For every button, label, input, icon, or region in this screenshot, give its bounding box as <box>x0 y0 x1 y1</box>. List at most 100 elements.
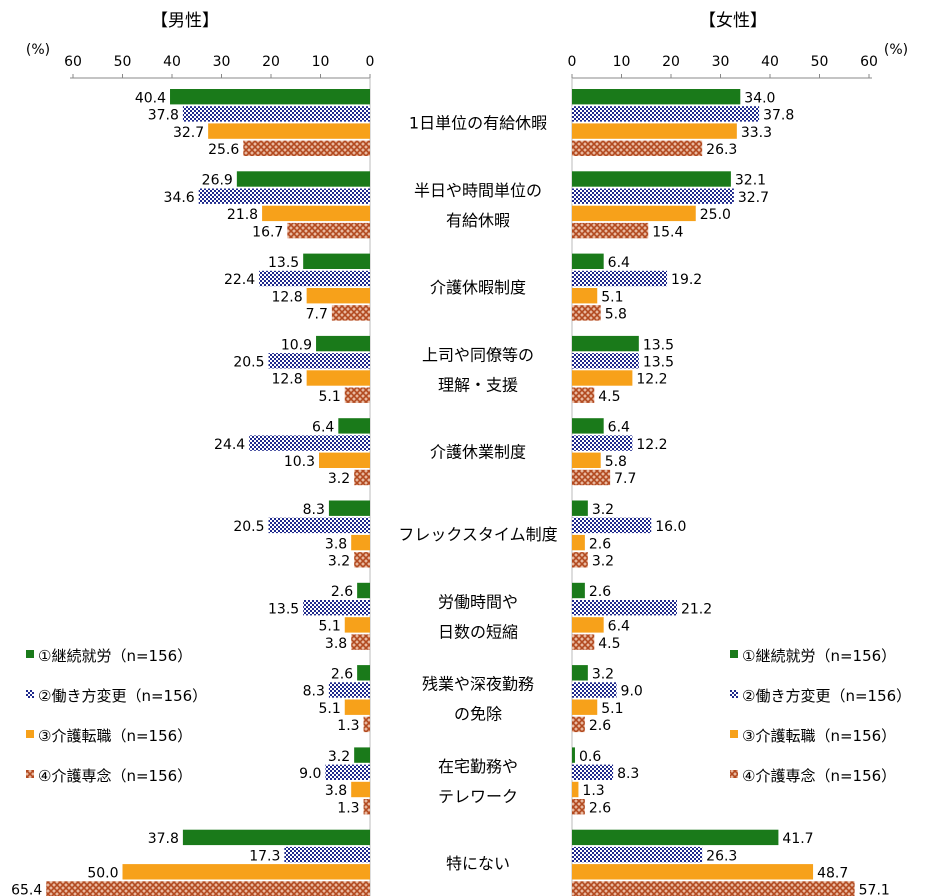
male-data-label: 13.5 <box>268 601 299 617</box>
male-bar-s1-c8 <box>357 665 370 681</box>
female-data-label: 2.6 <box>589 800 611 816</box>
female-data-label: 1.3 <box>582 783 604 799</box>
category-label: 上司や同僚等の <box>422 345 534 364</box>
female-bar-s3-c1 <box>572 123 737 139</box>
male-data-label: 2.6 <box>331 667 353 683</box>
female-bar-s4-c5 <box>572 469 611 486</box>
female-panel-title: 【女性】 <box>699 11 767 31</box>
female-tick-label: 60 <box>860 54 878 70</box>
male-bar-s1-c10 <box>182 829 370 846</box>
male-bar-s4-c8 <box>363 716 370 733</box>
female-data-label: 5.8 <box>605 307 627 323</box>
female-bar-s3-c6 <box>572 534 585 551</box>
female-bar-s3-c2 <box>572 205 696 222</box>
legend-swatch-2 <box>26 690 34 698</box>
male-bar-s4-c9 <box>363 799 370 815</box>
female-data-label: 5.1 <box>601 289 623 305</box>
male-bar-s1-c6 <box>328 500 370 516</box>
male-bar-s1-c4 <box>316 335 370 352</box>
category-label: 半日や時間単位の <box>414 181 542 200</box>
female-data-label: 16.0 <box>655 519 686 535</box>
male-data-label: 65.4 <box>11 883 42 896</box>
female-data-label: 15.4 <box>652 224 683 240</box>
female-bar-s2-c3 <box>572 270 668 287</box>
female-bar-s4-c9 <box>572 799 585 815</box>
legend-swatch-3 <box>730 730 738 738</box>
male-data-label: 5.1 <box>318 701 340 717</box>
male-bar-s3-c6 <box>351 534 370 551</box>
male-bar-s1-c2 <box>236 171 370 187</box>
legend-swatch-1 <box>730 650 738 658</box>
category-label: 労働時間や <box>438 592 518 611</box>
female-data-label: 8.3 <box>617 766 639 782</box>
male-data-label: 20.5 <box>233 355 264 371</box>
legend-entry-1: ①継続就労（n=156） <box>38 647 192 665</box>
male-bar-s4-c1 <box>243 140 370 156</box>
female-bar-s2-c2 <box>572 188 734 204</box>
legend-entry-4: ④介護専念（n=156） <box>38 767 192 785</box>
male-data-label: 50.0 <box>87 866 118 882</box>
male-data-label: 5.1 <box>318 619 340 635</box>
male-bar-s4-c5 <box>354 469 370 486</box>
female-data-label: 12.2 <box>636 437 667 453</box>
female-bar-s3-c9 <box>572 781 579 798</box>
male-data-label: 5.1 <box>318 389 340 405</box>
male-data-label: 40.4 <box>135 90 166 106</box>
female-data-label: 2.6 <box>589 584 611 600</box>
category-label: 在宅勤務や <box>438 757 518 776</box>
male-data-label: 9.0 <box>299 766 321 782</box>
female-bar-s4-c2 <box>572 222 649 239</box>
female-bar-s4-c3 <box>572 305 601 321</box>
female-bar-s4-c8 <box>572 716 585 733</box>
male-data-label: 37.8 <box>148 108 179 124</box>
female-unit-label: (%) <box>884 42 908 58</box>
category-label: テレワーク <box>438 787 518 806</box>
female-bar-s1-c2 <box>572 171 731 187</box>
female-data-label: 32.1 <box>735 173 766 189</box>
male-tick-label: 0 <box>366 54 375 70</box>
female-bar-s4-c7 <box>572 634 595 650</box>
male-bar-s3-c4 <box>306 370 370 386</box>
male-tick-label: 40 <box>163 54 181 70</box>
female-data-label: 0.6 <box>579 749 601 765</box>
female-data-label: 32.7 <box>738 190 769 206</box>
female-bar-s1-c1 <box>572 89 741 105</box>
female-bar-s4-c1 <box>572 140 703 156</box>
female-data-label: 57.1 <box>859 883 890 896</box>
female-bar-s2-c8 <box>572 682 617 698</box>
female-bar-s2-c1 <box>572 106 760 122</box>
male-data-label: 3.2 <box>328 749 350 765</box>
female-data-label: 13.5 <box>643 355 674 371</box>
male-data-label: 3.2 <box>328 471 350 487</box>
male-bar-s1-c9 <box>354 747 370 763</box>
female-data-label: 4.5 <box>598 389 620 405</box>
male-bar-s2-c8 <box>328 682 370 698</box>
category-label: 日数の短縮 <box>438 622 518 641</box>
male-bar-s4-c3 <box>331 305 370 321</box>
male-data-label: 16.7 <box>252 224 283 240</box>
male-data-label: 3.8 <box>325 783 347 799</box>
male-bar-s2-c1 <box>182 106 370 122</box>
female-data-label: 6.4 <box>608 420 630 436</box>
category-label: 介護休業制度 <box>430 443 526 462</box>
male-bar-s4-c7 <box>351 634 370 650</box>
category-label: の免除 <box>454 705 502 724</box>
male-bar-s4-c2 <box>287 222 370 239</box>
legend-entry-2: ②働き方変更（n=156） <box>38 687 207 705</box>
female-bar-s4-c6 <box>572 552 588 568</box>
legend-entry-4: ④介護専念（n=156） <box>742 767 896 785</box>
male-bar-s1-c5 <box>338 418 370 434</box>
female-data-label: 37.8 <box>763 108 794 124</box>
male-data-label: 3.2 <box>328 554 350 570</box>
female-data-label: 6.4 <box>608 619 630 635</box>
female-data-label: 4.5 <box>598 636 620 652</box>
female-bar-s4-c10 <box>572 881 855 896</box>
legend-swatch-2 <box>730 690 738 698</box>
category-label: 残業や深夜勤務 <box>422 675 534 694</box>
male-data-label: 13.5 <box>268 255 299 271</box>
female-data-label: 25.0 <box>700 207 731 223</box>
male-data-label: 7.7 <box>306 307 328 323</box>
male-bar-s3-c1 <box>208 123 370 139</box>
male-data-label: 12.8 <box>271 372 302 388</box>
